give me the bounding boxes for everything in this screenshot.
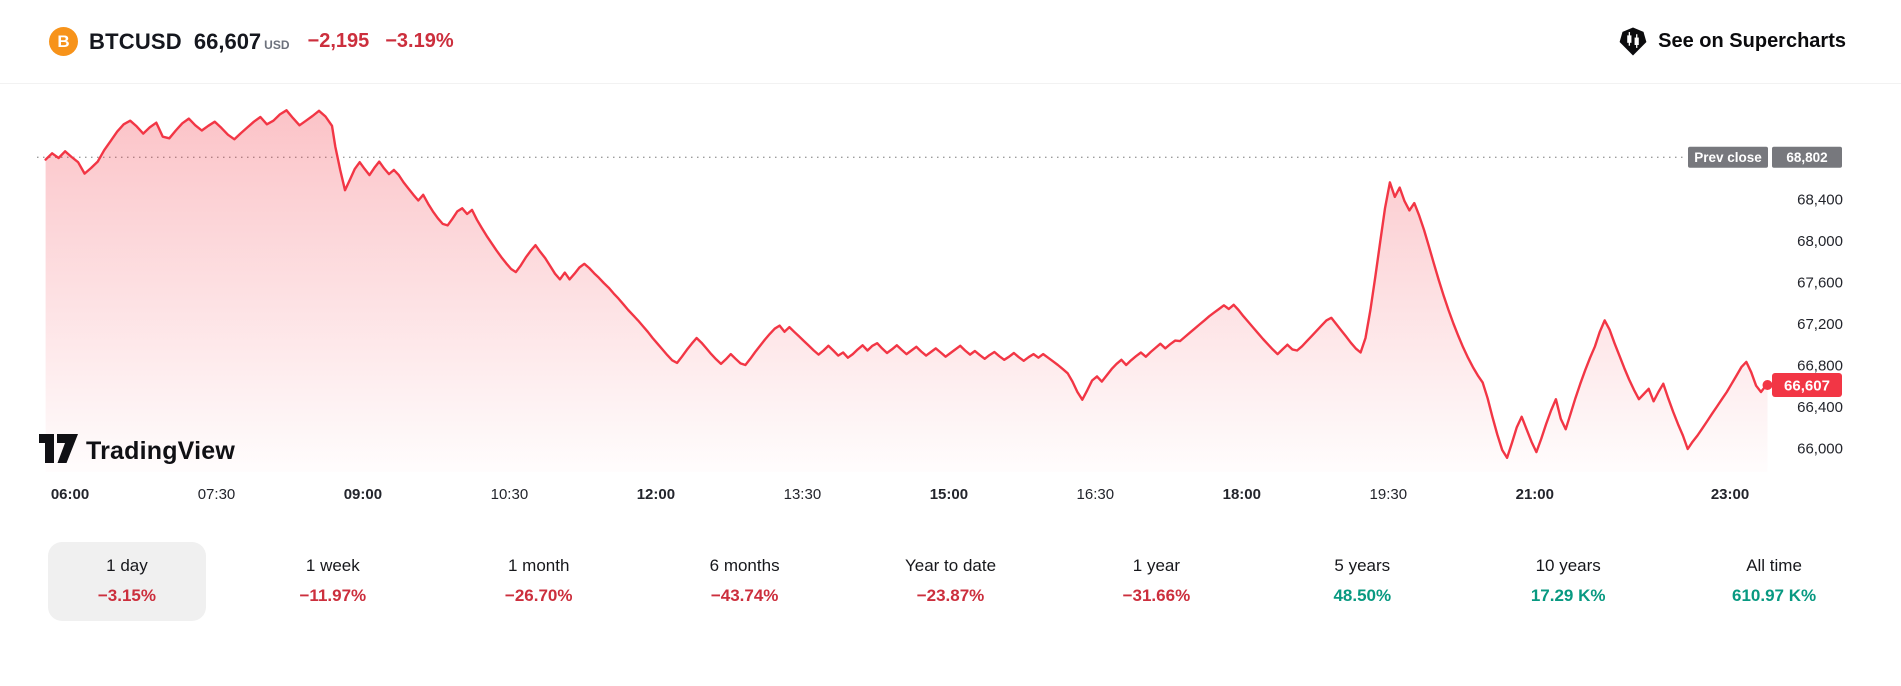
x-axis-label: 21:00 xyxy=(1516,486,1554,503)
period-label: 1 day xyxy=(106,556,148,575)
symbol-header: B BTCUSD 66,607 USD −2,195 −3.19% xyxy=(49,27,454,56)
y-axis-label: 68,400 xyxy=(1797,192,1843,209)
x-axis-label: 10:30 xyxy=(491,486,529,503)
period-label: Year to date xyxy=(904,556,997,575)
last-price-dot xyxy=(1762,380,1773,390)
period-label: 1 year xyxy=(1132,556,1181,575)
x-axis-label: 07:30 xyxy=(198,486,236,503)
period-button-all-time[interactable]: All time 610.97 K% xyxy=(1671,542,1877,621)
period-selector: 1 day −3.15% 1 week −11.97% 1 month −26.70% 6 … xyxy=(0,542,1901,621)
prev-close-value: 68,802 xyxy=(1786,150,1827,165)
header: B BTCUSD 66,607 USD −2,195 −3.19% See on… xyxy=(0,0,1901,84)
y-axis-label: 67,200 xyxy=(1797,316,1843,333)
see-on-supercharts-link[interactable]: See on Supercharts xyxy=(1619,26,1846,57)
prev-close-value-badge xyxy=(1772,146,1842,168)
current-price-badge xyxy=(1772,373,1842,397)
period-change-percent: 17.29 K% xyxy=(1530,586,1606,605)
bitcoin-icon: B xyxy=(49,27,78,56)
x-axis-label: 06:00 xyxy=(51,486,89,503)
period-button-6-months[interactable]: 6 months −43.74% xyxy=(642,542,848,621)
price-line xyxy=(44,109,1769,459)
period-button-1-week[interactable]: 1 week −11.97% xyxy=(230,542,436,621)
supercharts-link-label: See on Supercharts xyxy=(1658,30,1846,52)
tradingview-watermark-text: TradingView xyxy=(86,437,235,465)
period-change-percent: −11.97% xyxy=(299,586,367,605)
y-axis-label: 66,000 xyxy=(1797,441,1843,458)
current-price-value: 66,607 xyxy=(1784,378,1830,395)
period-label: 1 month xyxy=(508,556,570,575)
tradingview-logo: TradingView xyxy=(39,434,235,465)
period-change-percent: −43.74% xyxy=(710,586,779,605)
y-axis-label: 66,800 xyxy=(1797,358,1843,375)
x-axis-label: 16:30 xyxy=(1077,486,1115,503)
period-change-percent: −26.70% xyxy=(504,586,573,605)
price-change-percent: −3.19% xyxy=(385,30,454,52)
price-area-fill xyxy=(45,110,1768,473)
period-change-percent: −23.87% xyxy=(916,586,985,605)
x-axis-label: 09:00 xyxy=(344,486,382,503)
price-chart[interactable]: 68,400 68,000 67,600 67,200 66,800 66,400 66,0… xyxy=(0,84,1901,514)
currency-label: USD xyxy=(264,37,290,52)
period-button-year-to-date[interactable]: Year to date −23.87% xyxy=(848,542,1054,621)
period-button-1-month[interactable]: 1 month −26.70% xyxy=(436,542,642,621)
symbol-name: BTCUSD xyxy=(89,28,182,54)
x-axis-label: 19:30 xyxy=(1370,486,1408,503)
prev-close-badge-label: Prev close xyxy=(1694,150,1762,165)
y-axis-label: 66,400 xyxy=(1797,399,1843,416)
period-change-percent: 48.50% xyxy=(1333,586,1392,605)
period-change-percent: 610.97 K% xyxy=(1732,586,1817,605)
period-button-1-year[interactable]: 1 year −31.66% xyxy=(1053,542,1259,621)
period-button-5-years[interactable]: 5 years 48.50% xyxy=(1259,542,1465,621)
y-axis-label: 67,600 xyxy=(1797,275,1843,292)
y-axis-label: 68,000 xyxy=(1797,233,1843,250)
last-price: 66,607 xyxy=(193,28,262,54)
x-axis-label: 12:00 xyxy=(637,486,675,503)
period-button-10-years[interactable]: 10 years 17.29 K% xyxy=(1465,542,1671,621)
x-axis-label: 15:00 xyxy=(930,486,968,503)
period-label: All time xyxy=(1746,556,1802,575)
period-change-percent: −3.15% xyxy=(97,586,156,605)
x-axis-label: 13:30 xyxy=(784,486,822,503)
period-label: 1 week xyxy=(305,556,360,575)
period-button-1-day[interactable]: 1 day −3.15% xyxy=(24,542,230,621)
period-label: 5 years xyxy=(1334,556,1391,575)
period-label: 6 months xyxy=(709,556,780,575)
price-change: −2,195 xyxy=(307,30,370,52)
period-change-percent: −31.66% xyxy=(1122,586,1191,605)
period-label: 10 years xyxy=(1535,556,1601,575)
x-axis-label: 18:00 xyxy=(1223,486,1261,503)
prev-close-badge xyxy=(1688,146,1768,168)
supercharts-logo-icon xyxy=(1619,27,1647,56)
x-axis-label: 23:00 xyxy=(1711,486,1749,503)
